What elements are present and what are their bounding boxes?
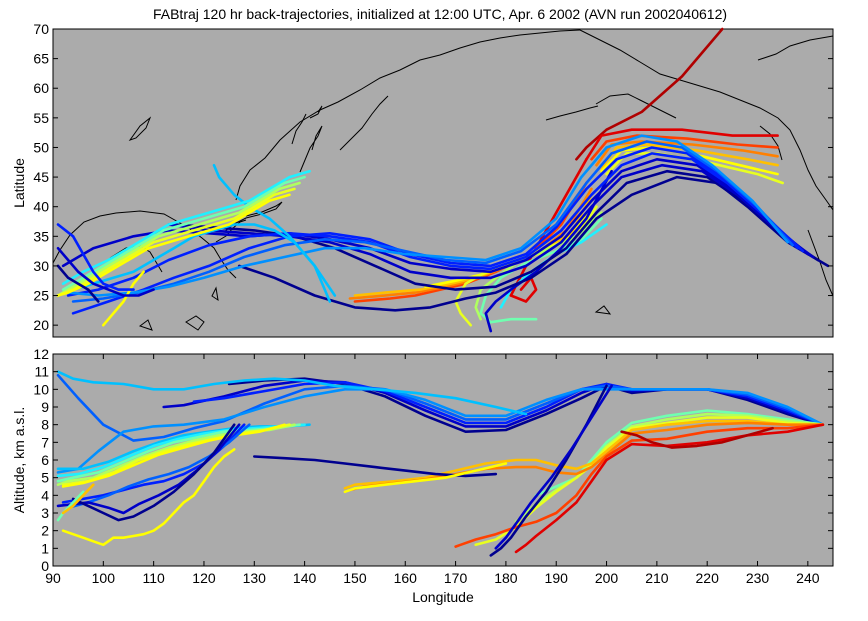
map-trajectory-2 <box>590 134 779 161</box>
altitude-trajectory-4 <box>56 388 825 474</box>
map-trajectory-34 <box>56 223 135 291</box>
x-tick-label: 130 <box>243 570 267 586</box>
map-trajectory-0 <box>575 27 724 161</box>
map-trajectory-36 <box>56 264 100 303</box>
altitude-x-axis-ticks: 90 100 110 120 130 140 150 160 170 180 190 200 210 22… <box>45 354 820 586</box>
map-ylabel: Latitude <box>11 158 27 208</box>
altitude-ylabel: Altitude, km a.s.l. <box>11 407 27 514</box>
altitude-trajectory-5 <box>56 370 528 416</box>
figure-title: FABtraj 120 hr back-trajectories, initia… <box>153 6 727 22</box>
y-tick-label: 6 <box>41 452 49 468</box>
altitude-axes-background <box>52 353 834 567</box>
y-tick-label: 30 <box>33 258 49 274</box>
altitude-trajectory-28 <box>61 448 236 547</box>
map-trajectories <box>56 27 830 333</box>
altitude-trajectory-20 <box>56 423 301 483</box>
map-trajectory-31 <box>56 187 296 297</box>
y-tick-label: 9 <box>41 399 49 415</box>
y-tick-label: 45 <box>33 169 49 185</box>
map-trajectory-29 <box>61 175 306 291</box>
altitude-trajectory-29 <box>56 490 85 522</box>
map-trajectory-35 <box>56 246 155 297</box>
x-tick-label: 210 <box>645 570 669 586</box>
x-tick-label: 170 <box>444 570 468 586</box>
y-tick-label: 11 <box>34 364 49 380</box>
altitude-trajectories <box>56 370 825 557</box>
y-tick-label: 4 <box>41 487 49 503</box>
map-trajectory-25 <box>66 134 789 297</box>
map-trajectory-27 <box>212 163 337 297</box>
x-tick-label: 240 <box>796 570 820 586</box>
y-tick-label: 55 <box>33 110 49 126</box>
x-tick-label: 140 <box>293 570 317 586</box>
map-trajectory-1 <box>585 128 779 161</box>
y-tick-label: 0 <box>41 558 49 574</box>
x-tick-label: 90 <box>45 570 61 586</box>
y-tick-label: 12 <box>33 346 49 362</box>
map-trajectory-32 <box>56 193 291 297</box>
altitude-trajectory-9 <box>343 419 825 490</box>
y-tick-label: 10 <box>33 381 49 397</box>
y-tick-label: 40 <box>33 199 49 215</box>
altitude-trajectory-19 <box>56 423 306 478</box>
y-tick-label: 65 <box>33 51 49 67</box>
altitude-trajectory-17 <box>343 462 508 494</box>
map-trajectory-14 <box>474 211 603 321</box>
map-trajectory-22 <box>66 152 805 297</box>
map-trajectory-21 <box>61 158 810 274</box>
altitude-trajectory-13 <box>620 426 774 449</box>
y-tick-label: 35 <box>33 228 49 244</box>
x-tick-label: 110 <box>142 570 165 586</box>
x-tick-label: 120 <box>192 570 216 586</box>
y-tick-label: 20 <box>33 317 49 333</box>
altitude-trajectory-30 <box>61 483 95 515</box>
x-tick-label: 150 <box>343 570 367 586</box>
x-tick-label: 180 <box>494 570 518 586</box>
altitude-trajectory-27 <box>71 423 236 522</box>
y-tick-label: 8 <box>41 417 49 433</box>
x-tick-label: 230 <box>746 570 770 586</box>
altitude-xlabel: Longitude <box>412 589 474 605</box>
y-tick-label: 3 <box>41 505 49 521</box>
x-tick-label: 200 <box>595 570 619 586</box>
altitude-trajectory-11 <box>454 423 825 548</box>
map-trajectory-23 <box>71 146 800 315</box>
map-trajectory-28 <box>61 169 311 285</box>
y-tick-label: 7 <box>41 434 49 450</box>
y-tick-label: 60 <box>33 80 49 96</box>
x-tick-label: 220 <box>696 570 720 586</box>
y-tick-label: 70 <box>33 21 49 37</box>
map-trajectory-30 <box>56 181 301 297</box>
map-panel: 20 25 30 35 40 45 50 55 60 65 70 Latitude <box>11 21 834 338</box>
y-tick-label: 2 <box>41 523 49 539</box>
map-trajectory-33 <box>102 270 145 327</box>
y-tick-label: 1 <box>41 540 49 556</box>
y-tick-label: 5 <box>41 470 49 486</box>
map-y-axis-ticks: 20 25 30 35 40 45 50 55 60 65 70 <box>33 21 833 333</box>
map-trajectory-4 <box>600 143 779 170</box>
x-tick-label: 190 <box>545 570 569 586</box>
map-trajectory-24 <box>71 140 794 303</box>
x-tick-label: 160 <box>394 570 418 586</box>
altitude-trajectory-23 <box>61 423 286 488</box>
y-tick-label: 25 <box>33 288 49 304</box>
map-trajectory-8 <box>509 276 538 303</box>
altitude-trajectory-15 <box>494 384 613 550</box>
y-tick-label: 50 <box>33 139 49 155</box>
x-tick-label: 100 <box>92 570 116 586</box>
altitude-trajectory-7 <box>514 412 825 524</box>
